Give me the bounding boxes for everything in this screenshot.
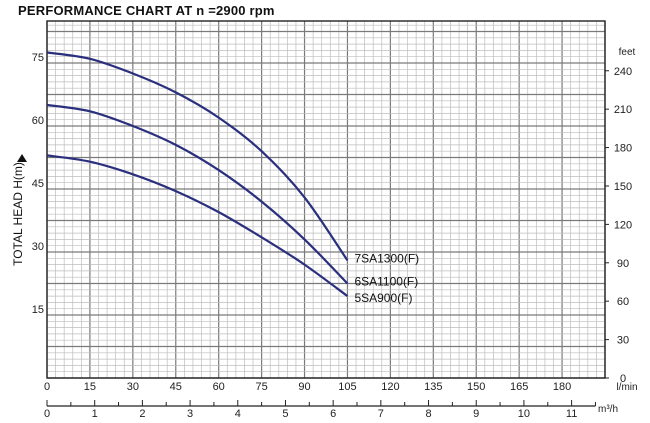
x2-tick-label: 2 <box>139 408 145 420</box>
x-tick-label: 105 <box>338 381 356 393</box>
x2-tick-label: 10 <box>518 408 530 420</box>
series-line <box>46 51 349 262</box>
x2-tick-label: 3 <box>187 408 193 420</box>
y-tick-label: 75 <box>32 52 44 64</box>
labels: 0 15 30 45 60 75 90 105 120 135 150 165 180 l/min1530… <box>11 47 638 420</box>
x2-tick-label: 7 <box>378 408 384 420</box>
x-unit-label: l/min <box>616 382 637 393</box>
chart-title: PERFORMANCE CHART AT n =2900 rpm <box>18 3 275 18</box>
series-label: 6SA1100(F) <box>354 275 418 289</box>
y-right-tick-label: 0 <box>620 373 626 385</box>
y-right-tick-label: 210 <box>614 104 632 116</box>
series-label: 5SA900(F) <box>354 291 412 305</box>
x2-tick-label: 6 <box>330 408 336 420</box>
grid <box>46 21 606 379</box>
x-tick-label: 75 <box>255 381 267 393</box>
y-right-tick-label: 30 <box>617 335 629 347</box>
x-tick-label: 150 <box>467 381 485 393</box>
y-tick-label: 15 <box>32 304 44 316</box>
y-tick-label: 60 <box>32 115 44 127</box>
y-right-tick-label: 60 <box>617 296 629 308</box>
x-tick-label: 45 <box>170 381 182 393</box>
y-tick-label: 30 <box>32 241 44 253</box>
y-axis-label: TOTAL HEAD H(m) <box>11 162 25 266</box>
x-tick-label: 180 <box>553 381 571 393</box>
y-axis-arrow-icon <box>17 154 27 162</box>
x2-tick-label: 5 <box>282 408 288 420</box>
x2-tick-label: 11 <box>566 408 577 420</box>
x-tick-label: 135 <box>424 381 442 393</box>
x-tick-label: 120 <box>381 381 399 393</box>
y-right-unit-label: feet <box>619 47 636 58</box>
x-tick-label: 165 <box>510 381 528 393</box>
plot-frame <box>46 20 606 379</box>
y-right-tick-label: 180 <box>614 143 632 155</box>
x-tick-label: 90 <box>298 381 310 393</box>
x-tick-label: 0 <box>44 381 50 393</box>
series-label: 7SA1300(F) <box>354 251 419 265</box>
x2-tick-label: 8 <box>425 408 431 420</box>
y-right-tick-label: 90 <box>617 258 629 270</box>
x-tick-label: 60 <box>213 381 225 393</box>
x2-tick-label: 4 <box>235 408 241 420</box>
x-tick-label: 15 <box>84 381 96 393</box>
y-right-tick-label: 240 <box>614 66 632 78</box>
y-tick-label: 45 <box>32 178 44 190</box>
x-tick-label: 30 <box>127 381 139 393</box>
series-line <box>46 103 349 285</box>
series-line <box>46 154 349 297</box>
x2-tick-label: 9 <box>473 408 479 420</box>
y-right-tick-label: 120 <box>614 219 632 231</box>
axes <box>46 20 609 407</box>
y-right-tick-label: 150 <box>614 181 632 193</box>
x2-tick-label: 0 <box>44 408 50 420</box>
series-lines <box>46 51 349 297</box>
x2-unit-label: m³/h <box>598 404 618 415</box>
x2-tick-label: 1 <box>92 408 98 420</box>
